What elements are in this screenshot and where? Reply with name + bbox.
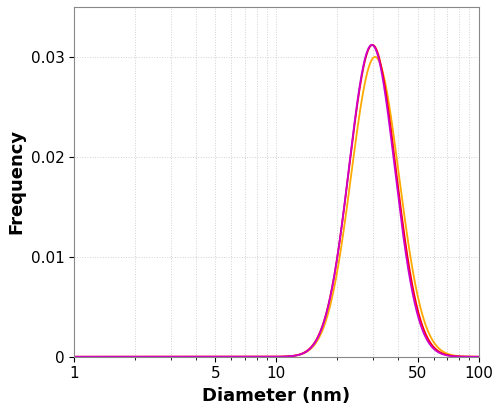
X-axis label: Diameter (nm): Diameter (nm): [202, 387, 350, 405]
Y-axis label: Frequency: Frequency: [7, 129, 25, 234]
